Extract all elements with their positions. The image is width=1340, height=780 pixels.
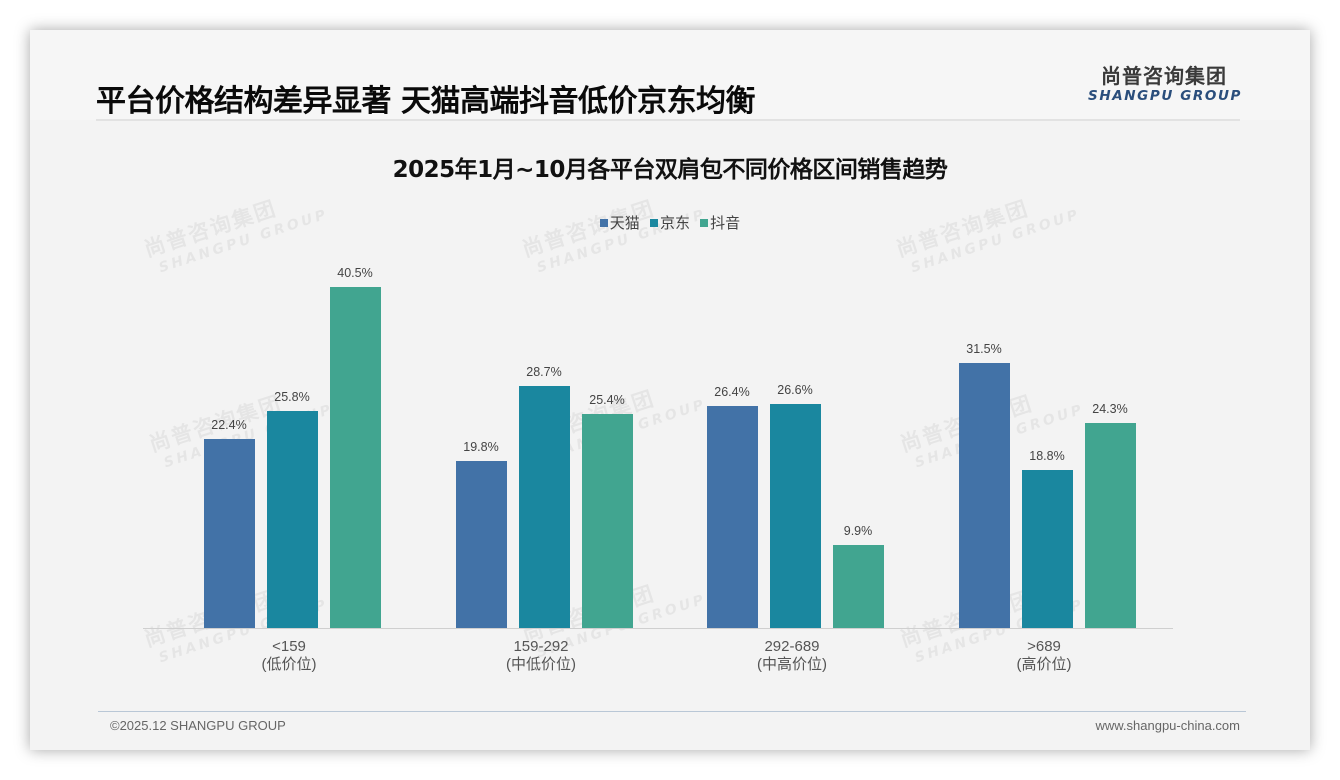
data-label-tmall: 26.4% — [714, 385, 750, 399]
data-label-jd: 28.7% — [526, 365, 562, 379]
company-logo: 尚普咨询集团 SHANGPU GROUP — [1088, 64, 1240, 104]
title-divider — [96, 119, 1240, 121]
category-label-mid-low: 159-292 (中低价位) — [441, 638, 641, 674]
data-label-douyin: 40.5% — [337, 266, 373, 280]
legend-label-tmall: 天猫 — [609, 215, 640, 232]
bar-douyin — [582, 414, 633, 628]
category-range: <159 — [272, 638, 306, 655]
category-tier: (低价位) — [261, 656, 317, 673]
category-tier: (中低价位) — [506, 656, 576, 673]
category-range: 292-689 — [764, 638, 820, 655]
logo-chinese-text: 尚普咨询集团 — [1101, 64, 1227, 88]
data-label-jd: 25.8% — [274, 390, 310, 404]
page-title: 平台价格结构差异显著 天猫高端抖音低价京东均衡 — [96, 84, 755, 119]
chart-title: 2025年1月~10月各平台双肩包不同价格区间销售趋势 — [392, 157, 948, 183]
data-label-tmall: 31.5% — [966, 342, 1002, 356]
footer-copyright: ©2025.12 SHANGPU GROUP — [110, 718, 286, 733]
data-label-jd: 26.6% — [777, 383, 813, 397]
bar-jd — [267, 411, 318, 628]
category-range: 159-292 — [513, 638, 569, 655]
data-label-tmall: 19.8% — [463, 440, 499, 454]
legend-label-douyin: 抖音 — [710, 215, 741, 232]
data-label-tmall: 22.4% — [211, 418, 247, 432]
bar-jd — [519, 386, 570, 628]
bar-jd — [770, 404, 821, 628]
data-label-jd: 18.8% — [1029, 449, 1065, 463]
x-axis-line — [143, 628, 1173, 629]
bar-tmall — [707, 406, 758, 628]
chart-legend: 天猫 京东 抖音 — [30, 212, 1310, 233]
header-band — [30, 30, 1310, 120]
bar-tmall — [456, 461, 507, 628]
category-range: >689 — [1027, 638, 1061, 655]
footer-divider — [98, 711, 1246, 712]
bar-douyin — [1085, 423, 1136, 628]
legend-item-jd: 京东 — [649, 212, 690, 233]
footer-website: www.shangpu-china.com — [1095, 718, 1240, 733]
logo-english-text: SHANGPU GROUP — [1088, 88, 1243, 104]
bar-tmall — [959, 363, 1010, 628]
bar-douyin — [330, 287, 381, 628]
bar-douyin — [833, 545, 884, 628]
data-label-douyin: 24.3% — [1092, 402, 1128, 416]
data-label-douyin: 25.4% — [589, 393, 625, 407]
legend-item-douyin: 抖音 — [700, 212, 740, 233]
category-label-mid-high: 292-689 (中高价位) — [692, 638, 892, 674]
data-label-douyin: 9.9% — [843, 524, 873, 538]
slide-card: 平台价格结构差异显著 天猫高端抖音低价京东均衡 尚普咨询集团 SHANGPU G… — [30, 30, 1310, 750]
legend-swatch-douyin — [700, 219, 709, 227]
category-label-high: >689 (高价位) — [944, 638, 1144, 674]
legend-swatch-jd — [649, 219, 658, 227]
bar-jd — [1022, 470, 1073, 628]
category-tier: (高价位) — [1016, 656, 1072, 673]
category-tier: (中高价位) — [757, 656, 827, 673]
legend-swatch-tmall — [599, 219, 608, 227]
legend-label-jd: 京东 — [659, 215, 690, 232]
bar-tmall — [204, 439, 255, 628]
category-label-low: <159 (低价位) — [189, 638, 389, 674]
bar-chart-plot-area: <159 (低价位) 159-292 (中低价位) 292-689 (中高价位)… — [30, 30, 1310, 750]
legend-item-tmall: 天猫 — [599, 212, 640, 233]
